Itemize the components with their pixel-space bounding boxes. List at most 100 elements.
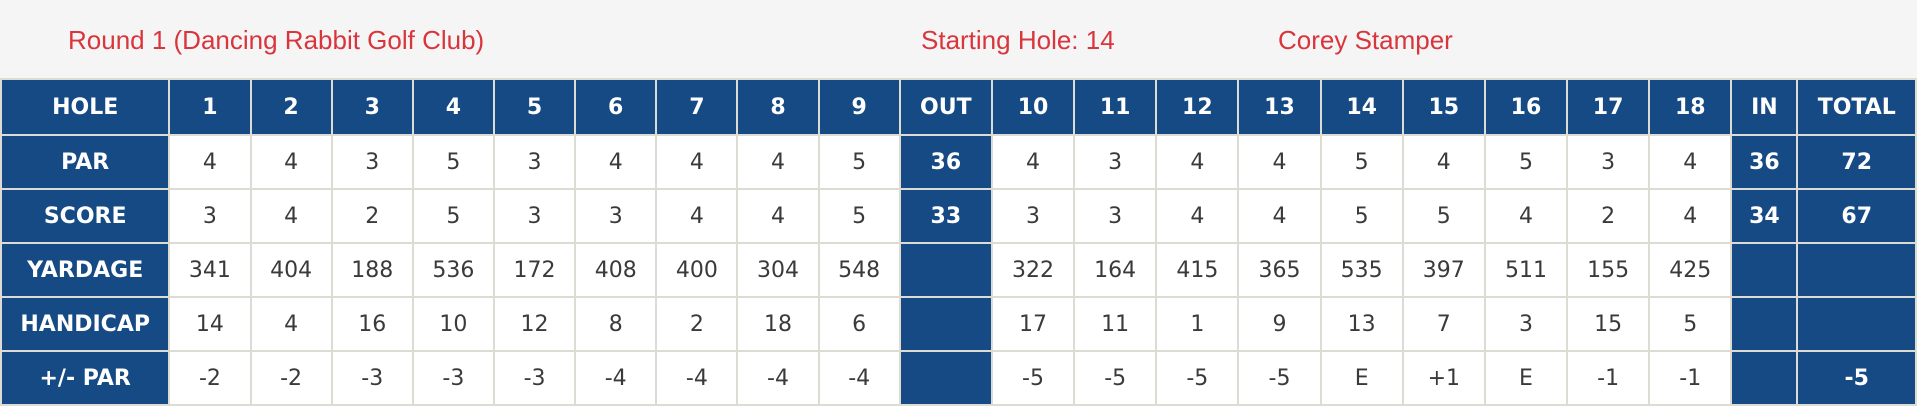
- score-cell: 3: [990, 188, 1076, 244]
- score-cell: 3: [492, 188, 577, 244]
- par-cell: 4: [990, 134, 1076, 190]
- hole-number: 16: [1483, 78, 1569, 136]
- yardage-cell: 341: [168, 242, 252, 298]
- plus-minus-cell: -3: [330, 350, 414, 406]
- score-cell: 4: [1155, 188, 1240, 244]
- row-label-handicap: HANDICAP: [0, 296, 171, 352]
- yardage-cell: 172: [492, 242, 577, 298]
- score-cell: 4: [249, 188, 333, 244]
- handicap-cell: 3: [1483, 296, 1569, 352]
- plus-minus-cell: E: [1483, 350, 1569, 406]
- handicap-cell: 16: [330, 296, 414, 352]
- scorecard-header: Round 1 (Dancing Rabbit Golf Club) Start…: [0, 0, 1917, 78]
- plus-minus-cell: -4: [655, 350, 739, 406]
- par-cell: 3: [1073, 134, 1158, 190]
- handicap-cell: 17: [990, 296, 1076, 352]
- hole-number: 6: [574, 78, 658, 136]
- row-label-yardage: YARDAGE: [0, 242, 171, 298]
- yardage-cell: 548: [817, 242, 901, 298]
- starting-hole: Starting Hole: 14: [921, 25, 1115, 55]
- score-cell: 5: [817, 188, 901, 244]
- hole-number: 5: [492, 78, 577, 136]
- handicap-cell: 7: [1401, 296, 1486, 352]
- row-label-par: PAR: [0, 134, 171, 190]
- handicap-cell: 13: [1319, 296, 1404, 352]
- handicap-cell: 1: [1155, 296, 1240, 352]
- yardage-cell: 400: [655, 242, 739, 298]
- score-cell: 3: [574, 188, 658, 244]
- par-row: PAR 4 4 3 5 3 4 4 4 5 36 4 3 4 4 5 4 5 3 4 36 72: [0, 134, 1917, 190]
- yardage-cell: 164: [1073, 242, 1158, 298]
- handicap-total: [1796, 296, 1917, 352]
- hole-row: HOLE 1 2 3 4 5 6 7 8 9 OUT 10 11 12 13 14 15 16 17 18 IN TOTA…: [0, 78, 1917, 136]
- par-cell: 4: [1401, 134, 1486, 190]
- score-cell: 3: [1073, 188, 1158, 244]
- handicap-cell: 9: [1237, 296, 1322, 352]
- yardage-cell: 536: [411, 242, 495, 298]
- yardage-total: [1796, 242, 1917, 298]
- par-cell: 4: [655, 134, 739, 190]
- handicap-cell: 4: [249, 296, 333, 352]
- plus-minus-cell: +1: [1401, 350, 1486, 406]
- hole-number: 1: [168, 78, 252, 136]
- par-out: 36: [898, 134, 993, 190]
- hole-number: 3: [330, 78, 414, 136]
- yardage-cell: 188: [330, 242, 414, 298]
- plus-minus-total: -5: [1796, 350, 1917, 406]
- handicap-cell: 14: [168, 296, 252, 352]
- hole-number: 13: [1237, 78, 1322, 136]
- hole-number: 8: [736, 78, 820, 136]
- score-row: SCORE 3 4 2 5 3 3 4 4 5 33 3 3 4 4 5 5 4 2 4 34 67: [0, 188, 1917, 244]
- plus-minus-cell: -3: [411, 350, 495, 406]
- plus-minus-cell: -4: [574, 350, 658, 406]
- handicap-cell: 5: [1648, 296, 1733, 352]
- par-cell: 3: [1566, 134, 1651, 190]
- hole-number: 18: [1648, 78, 1733, 136]
- hole-number: 10: [990, 78, 1076, 136]
- hole-number: 11: [1073, 78, 1158, 136]
- par-cell: 4: [1155, 134, 1240, 190]
- par-cell: 5: [817, 134, 901, 190]
- out-header: OUT: [898, 78, 993, 136]
- par-cell: 4: [574, 134, 658, 190]
- plus-minus-cell: E: [1319, 350, 1404, 406]
- par-cell: 4: [1648, 134, 1733, 190]
- handicap-cell: 2: [655, 296, 739, 352]
- hole-number: 15: [1401, 78, 1486, 136]
- plus-minus-cell: -1: [1648, 350, 1733, 406]
- plus-minus-cell: -2: [168, 350, 252, 406]
- handicap-out: [898, 296, 993, 352]
- row-label-score: SCORE: [0, 188, 171, 244]
- handicap-cell: 10: [411, 296, 495, 352]
- par-cell: 5: [411, 134, 495, 190]
- row-label-plus-minus: +/- PAR: [0, 350, 171, 406]
- hole-number: 14: [1319, 78, 1404, 136]
- handicap-cell: 15: [1566, 296, 1651, 352]
- yardage-cell: 425: [1648, 242, 1733, 298]
- score-cell: 4: [736, 188, 820, 244]
- score-cell: 4: [1237, 188, 1322, 244]
- score-in: 34: [1730, 188, 1799, 244]
- par-cell: 4: [736, 134, 820, 190]
- yardage-cell: 415: [1155, 242, 1240, 298]
- hole-number: 12: [1155, 78, 1240, 136]
- par-cell: 5: [1483, 134, 1569, 190]
- score-out: 33: [898, 188, 993, 244]
- plus-minus-cell: -5: [1073, 350, 1158, 406]
- yardage-cell: 408: [574, 242, 658, 298]
- score-cell: 2: [330, 188, 414, 244]
- round-title: Round 1 (Dancing Rabbit Golf Club): [68, 25, 485, 55]
- yardage-cell: 511: [1483, 242, 1569, 298]
- handicap-cell: 11: [1073, 296, 1158, 352]
- par-cell: 4: [249, 134, 333, 190]
- yardage-row: YARDAGE 341 404 188 536 172 408 400 304 548 322 164…: [0, 242, 1917, 298]
- plus-minus-cell: -5: [1237, 350, 1322, 406]
- plus-minus-cell: -5: [1155, 350, 1240, 406]
- hole-number: 9: [817, 78, 901, 136]
- plus-minus-cell: -5: [990, 350, 1076, 406]
- yardage-cell: 535: [1319, 242, 1404, 298]
- par-cell: 3: [492, 134, 577, 190]
- score-cell: 4: [1648, 188, 1733, 244]
- yardage-cell: 304: [736, 242, 820, 298]
- par-cell: 3: [330, 134, 414, 190]
